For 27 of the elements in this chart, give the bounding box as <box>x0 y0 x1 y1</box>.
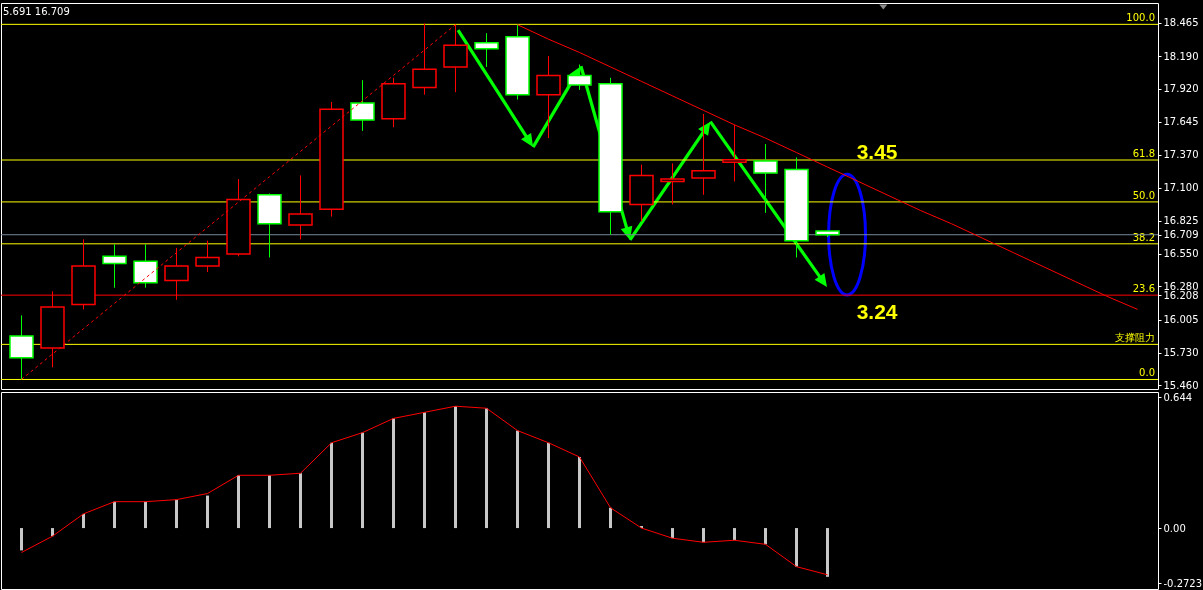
y-tick-label: 16.825 <box>1163 215 1199 227</box>
y-tick-label: 15.730 <box>1163 347 1199 359</box>
annotation: 5.691 16.709 <box>3 6 70 17</box>
y-tick-label: 18.190 <box>1163 50 1199 62</box>
y-tick-label: 17.645 <box>1163 116 1199 128</box>
annotation: 3.45 <box>856 139 898 163</box>
y-tick-label: 16.208 <box>1163 289 1199 301</box>
y-tick-label: 16.005 <box>1163 314 1199 326</box>
y-tick-label: 16.280 <box>1163 280 1199 292</box>
annotation: 23.6 <box>1132 283 1155 295</box>
y-tick-label: 17.370 <box>1163 149 1199 161</box>
y-tick-label: -0.2723 <box>1163 577 1203 589</box>
y-tick-label: 15.460 <box>1163 379 1199 391</box>
y-tick-label: 0.644 <box>1163 391 1193 403</box>
ref-line-label: 50.0 <box>1132 189 1155 201</box>
y-tick-label: 17.920 <box>1163 83 1199 95</box>
ref-line-label: 支撑阻力 <box>1115 332 1155 344</box>
y-tick-label: 16.709 <box>1163 229 1199 241</box>
ref-line-label: 38.2 <box>1132 231 1155 243</box>
y-tick-label: 0.00 <box>1163 522 1186 534</box>
y-tick-label: 16.550 <box>1163 248 1199 260</box>
ref-line-label: 0.0 <box>1139 367 1155 379</box>
y-tick-label: 17.100 <box>1163 182 1199 194</box>
y-tick-label: 18.465 <box>1163 17 1199 29</box>
ref-line-label: 61.8 <box>1132 148 1155 160</box>
annotation: 3.24 <box>856 300 898 324</box>
ref-line-label: 100.0 <box>1126 12 1155 24</box>
